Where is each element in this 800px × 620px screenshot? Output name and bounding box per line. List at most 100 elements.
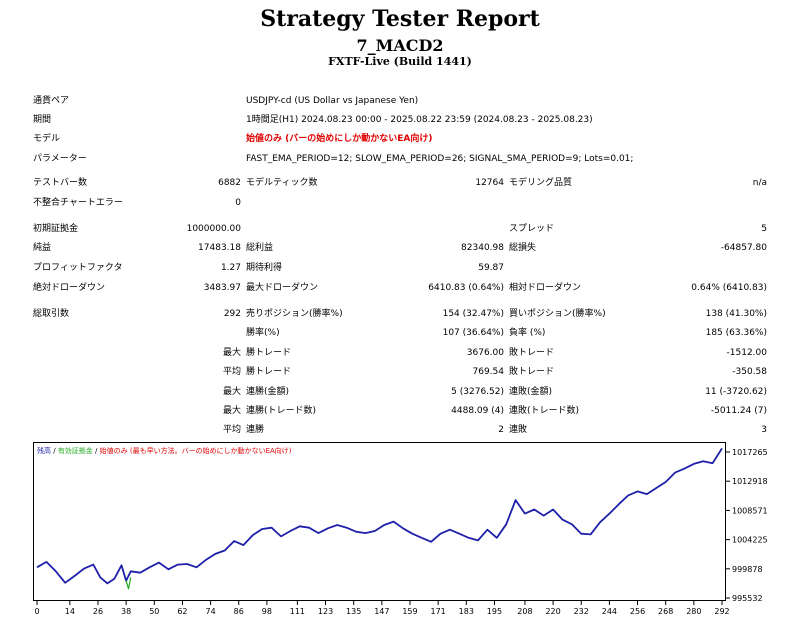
ticks-label: モデルティック数 xyxy=(246,178,318,188)
consec-loss-amt-value: 11 (-3720.62) xyxy=(705,387,767,397)
avg-consec-loss-value: 3 xyxy=(761,425,767,435)
y-tick-label: 1008571 xyxy=(732,506,768,515)
deposit-value: 1000000.00 xyxy=(186,224,241,234)
bars-value: 6882 xyxy=(218,178,241,188)
equity-line xyxy=(125,577,132,590)
max-label-1: 最大 xyxy=(222,348,241,358)
x-tick-label: 232 xyxy=(574,607,589,616)
loss-label: 負率 (%) xyxy=(509,328,546,338)
short-label: 売りポジション(勝率%) xyxy=(246,309,343,319)
expected-label: 期待利得 xyxy=(246,263,283,273)
consec-loss-amt-label: 連敗(金額) xyxy=(509,387,553,397)
max-dd-value: 6410.83 (0.64%) xyxy=(428,283,504,293)
mismatch-label: 不整合チャートエラー xyxy=(33,198,123,208)
short-value: 154 (32.47%) xyxy=(442,309,504,319)
avg-loss-value: -350.58 xyxy=(732,367,767,377)
balance-line xyxy=(36,447,723,585)
avg-win-value: 769.54 xyxy=(472,367,505,377)
x-tick-label: 111 xyxy=(290,607,305,616)
win-trade-label-2: 勝トレード xyxy=(246,367,292,377)
x-tick-label: 0 xyxy=(34,607,39,616)
max-dd-label: 最大ドローダウン xyxy=(246,283,319,293)
period-value: 1時間足(H1) 2024.08.23 00:00 - 2025.08.22 2… xyxy=(246,115,593,125)
avg-consec-loss-label: 連敗 xyxy=(509,425,528,435)
svg-text:残高 / 有効証拠金 / 始値のみ (最も早い方法。バーの始: 残高 / 有効証拠金 / 始値のみ (最も早い方法。バーの始めにしか動かないEA… xyxy=(37,446,292,455)
gross-loss-label: 総損失 xyxy=(509,243,537,253)
expected-value: 59.87 xyxy=(478,263,504,273)
avg-label-2: 平均 xyxy=(222,425,241,435)
model-value: 始値のみ (バーの始めにしか動かないEA向け) xyxy=(246,134,433,144)
lose-trade-label-2: 敗トレード xyxy=(509,367,555,377)
x-tick-label: 38 xyxy=(121,607,131,616)
params-value: FAST_EMA_PERIOD=12; SLOW_EMA_PERIOD=26; … xyxy=(246,154,634,164)
x-tick-label: 280 xyxy=(686,607,701,616)
quality-value: n/a xyxy=(752,178,767,188)
lose-trade-label-1: 敗トレード xyxy=(509,348,555,358)
abs-dd-label: 絶対ドローダウン xyxy=(33,283,106,293)
x-tick-label: 244 xyxy=(602,607,617,616)
ea-name: 7_MACD2 xyxy=(356,36,444,55)
x-tick-label: 292 xyxy=(714,607,729,616)
consec-win-amt-label: 連勝(金額) xyxy=(246,387,290,397)
max-label-3: 最大 xyxy=(222,406,241,416)
win-label: 勝率(%) xyxy=(246,328,280,338)
legend-separator: / xyxy=(51,447,58,455)
win-trade-label-1: 勝トレード xyxy=(246,348,292,358)
avg-consec-win-value: 2 xyxy=(498,425,504,435)
ticks-value: 12764 xyxy=(475,178,504,188)
y-tick-label: 995532 xyxy=(732,594,763,603)
balance-chart: 残高 / 有効証拠金 / 始値のみ (最も早い方法。バーの始めにしか動かないEA… xyxy=(33,442,768,616)
x-tick-label: 50 xyxy=(149,607,159,616)
trades-value: 292 xyxy=(223,309,241,319)
trades-label: 総取引数 xyxy=(33,309,70,319)
gross-profit-value: 82340.98 xyxy=(461,243,504,253)
consec-win-cnt-value: 4488.09 (4) xyxy=(451,406,504,416)
x-tick-label: 123 xyxy=(318,607,333,616)
pf-value: 1.27 xyxy=(220,263,241,273)
y-tick-label: 1012918 xyxy=(732,477,768,486)
x-tick-label: 74 xyxy=(206,607,216,616)
x-tick-label: 208 xyxy=(517,607,532,616)
params-label: パラメーター xyxy=(33,154,87,164)
x-tick-label: 256 xyxy=(630,607,645,616)
x-tick-label: 14 xyxy=(65,607,75,616)
win-value: 107 (36.64%) xyxy=(442,328,504,338)
mismatch-value: 0 xyxy=(235,198,241,208)
rel-dd-label: 相対ドローダウン xyxy=(509,283,582,293)
long-value: 138 (41.30%) xyxy=(705,309,767,319)
net-value: 17483.18 xyxy=(198,243,241,253)
max-label-2: 最大 xyxy=(222,387,241,397)
quality-label: モデリング品質 xyxy=(509,178,573,188)
y-tick-label: 1017265 xyxy=(732,448,768,457)
x-tick-label: 135 xyxy=(346,607,361,616)
legend-equity: 有効証拠金 xyxy=(58,446,93,455)
x-tick-label: 98 xyxy=(262,607,272,616)
gross-loss-value: -64857.80 xyxy=(720,243,767,253)
bars-label: テストバー数 xyxy=(33,178,88,188)
x-tick-label: 268 xyxy=(658,607,673,616)
max-loss-value: -1512.00 xyxy=(726,348,767,358)
x-tick-label: 86 xyxy=(234,607,244,616)
abs-dd-value: 3483.97 xyxy=(203,283,241,293)
x-tick-label: 171 xyxy=(431,607,446,616)
rel-dd-value: 0.64% (6410.83) xyxy=(691,283,767,293)
pair-label: 通貨ペア xyxy=(33,96,70,106)
deposit-label: 初期証拠金 xyxy=(33,224,79,234)
avg-label-1: 平均 xyxy=(222,367,241,377)
legend-balance: 残高 xyxy=(37,446,51,455)
x-tick-label: 26 xyxy=(93,607,103,616)
plot-frame xyxy=(33,442,726,601)
gross-profit-label: 総利益 xyxy=(246,243,274,253)
model-label: モデル xyxy=(33,134,61,144)
loss-value: 185 (63.36%) xyxy=(705,328,767,338)
y-tick-label: 999878 xyxy=(732,565,763,574)
x-tick-label: 195 xyxy=(487,607,502,616)
x-tick-label: 147 xyxy=(374,607,389,616)
x-tick-label: 62 xyxy=(177,607,187,616)
y-tick-label: 1004225 xyxy=(732,536,768,545)
max-win-value: 3676.00 xyxy=(466,348,504,358)
consec-win-cnt-label: 連勝(トレード数) xyxy=(246,406,317,416)
legend-model-note: 始値のみ (最も早い方法。バーの始めにしか動かないEA向け) xyxy=(100,446,292,455)
x-tick-label: 159 xyxy=(402,607,417,616)
consec-win-amt-value: 5 (3276.52) xyxy=(451,387,504,397)
